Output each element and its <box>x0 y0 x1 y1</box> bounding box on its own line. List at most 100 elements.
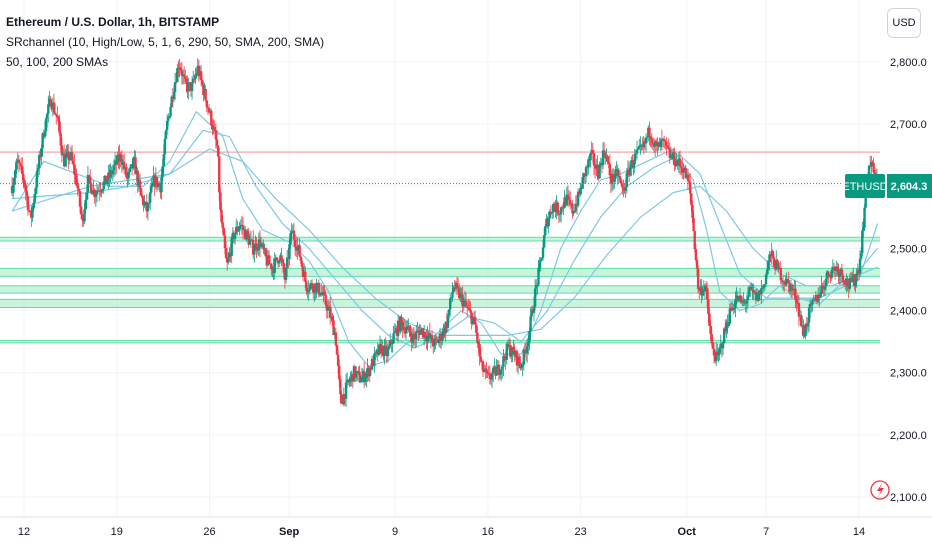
candle[interactable] <box>642 135 645 155</box>
candle[interactable] <box>374 352 377 360</box>
candle[interactable] <box>694 244 698 263</box>
candle[interactable] <box>461 286 464 314</box>
candle[interactable] <box>863 203 866 232</box>
candle[interactable] <box>693 230 696 253</box>
candle[interactable] <box>290 223 293 241</box>
candle[interactable] <box>298 238 301 258</box>
candle[interactable] <box>53 103 57 116</box>
candle[interactable] <box>613 176 616 189</box>
candle[interactable] <box>681 158 684 179</box>
candle[interactable] <box>205 99 208 113</box>
candle[interactable] <box>101 188 104 194</box>
candle[interactable] <box>635 140 639 160</box>
candle[interactable] <box>373 346 376 373</box>
candle[interactable] <box>764 272 768 288</box>
candle[interactable] <box>270 263 273 276</box>
candle[interactable] <box>447 309 451 320</box>
candle[interactable] <box>136 167 139 193</box>
price-axis[interactable]: 2,800.02,700.02,600.02,500.02,400.02,300… <box>890 57 927 504</box>
candle[interactable] <box>667 138 670 150</box>
candle[interactable] <box>638 138 641 151</box>
candle[interactable] <box>673 147 676 172</box>
candle[interactable] <box>559 206 563 223</box>
candle[interactable] <box>462 297 465 311</box>
candle[interactable] <box>328 297 332 325</box>
candle[interactable] <box>194 67 197 85</box>
candle[interactable] <box>750 282 753 291</box>
candle[interactable] <box>596 155 599 180</box>
candle[interactable] <box>492 365 495 382</box>
candle[interactable] <box>497 360 501 381</box>
candle[interactable] <box>544 224 547 237</box>
candle[interactable] <box>146 202 150 221</box>
candle[interactable] <box>122 153 126 175</box>
candle[interactable] <box>192 70 195 85</box>
candle[interactable] <box>197 59 201 82</box>
candle[interactable] <box>668 142 672 164</box>
candle[interactable] <box>485 361 488 379</box>
candle[interactable] <box>273 252 276 280</box>
candle[interactable] <box>430 330 434 344</box>
candle[interactable] <box>465 301 469 317</box>
candle[interactable] <box>640 143 643 151</box>
candle[interactable] <box>230 234 233 264</box>
candle[interactable] <box>44 117 48 136</box>
candle[interactable] <box>60 137 64 163</box>
time-axis[interactable]: 12 19 26 Sep 9 16 23 Oct 7 14 <box>18 526 865 538</box>
candle[interactable] <box>248 232 252 245</box>
candle[interactable] <box>734 291 737 317</box>
candle[interactable] <box>67 144 70 170</box>
candle[interactable] <box>289 231 292 249</box>
candle[interactable] <box>143 194 146 208</box>
candle[interactable] <box>870 155 873 175</box>
candle[interactable] <box>176 63 179 83</box>
candle[interactable] <box>296 238 299 260</box>
candle[interactable] <box>280 247 283 267</box>
candle[interactable] <box>566 184 570 207</box>
candle[interactable] <box>332 314 335 336</box>
candle[interactable] <box>572 211 575 217</box>
candle[interactable] <box>393 323 396 334</box>
candle[interactable] <box>633 148 636 174</box>
candle[interactable] <box>434 334 437 350</box>
candle[interactable] <box>293 234 297 256</box>
candle[interactable] <box>656 136 659 156</box>
candle[interactable] <box>73 154 76 185</box>
candle[interactable] <box>486 370 489 379</box>
candle[interactable] <box>241 217 245 240</box>
candle[interactable] <box>471 318 475 326</box>
candle[interactable] <box>31 205 34 222</box>
candle[interactable] <box>802 319 805 339</box>
candle[interactable] <box>358 365 361 383</box>
candle[interactable] <box>512 339 515 352</box>
candle[interactable] <box>571 200 574 219</box>
candle[interactable] <box>125 163 128 180</box>
candle[interactable] <box>701 285 704 300</box>
currency-button[interactable]: USD <box>887 8 921 38</box>
candle[interactable] <box>831 259 835 274</box>
candle[interactable] <box>285 250 289 277</box>
candle[interactable] <box>799 310 803 328</box>
candle[interactable] <box>772 254 776 268</box>
candle[interactable] <box>90 182 93 195</box>
candle[interactable] <box>742 292 745 307</box>
candle[interactable] <box>65 145 68 168</box>
candle[interactable] <box>528 327 531 351</box>
candle[interactable] <box>728 303 732 326</box>
candle[interactable] <box>76 179 79 197</box>
candle[interactable] <box>308 283 312 295</box>
candle[interactable] <box>861 221 864 257</box>
candle[interactable] <box>334 327 338 347</box>
candle[interactable] <box>476 326 479 348</box>
candle[interactable] <box>569 191 572 210</box>
candle[interactable] <box>782 280 786 293</box>
candle[interactable] <box>556 200 559 217</box>
candle[interactable] <box>255 237 258 259</box>
candle[interactable] <box>807 303 811 332</box>
candle[interactable] <box>648 121 651 146</box>
candle[interactable] <box>763 283 767 291</box>
candle[interactable] <box>598 161 601 179</box>
candle[interactable] <box>721 340 725 356</box>
candle[interactable] <box>686 168 690 191</box>
candle[interactable] <box>213 120 216 133</box>
